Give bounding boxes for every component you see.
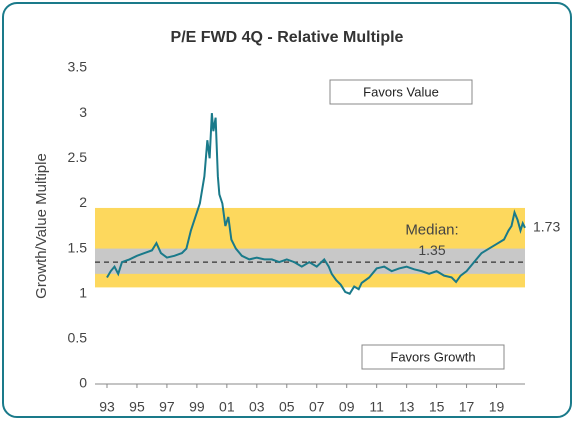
x-tick-label: 11 (369, 399, 384, 415)
chart-title: P/E FWD 4Q - Relative Multiple (171, 29, 404, 46)
y-tick-label: 1 (79, 284, 87, 300)
y-tick-label: 0 (79, 375, 87, 391)
x-tick-label: 09 (339, 399, 355, 415)
end-label: 1.73 (533, 219, 560, 235)
annotation-box (329, 79, 473, 105)
y-tick-label: 3.5 (68, 59, 88, 75)
x-tick-label: 05 (279, 399, 295, 415)
annotation: Favors Growth (390, 349, 475, 364)
x-tick-label: 13 (399, 399, 415, 415)
x-tick-label: 19 (489, 399, 505, 415)
y-tick-label: 2.5 (68, 149, 88, 165)
x-tick-label: 93 (99, 399, 115, 415)
x-tick-label: 15 (429, 399, 445, 415)
y-tick-label: 0.5 (68, 330, 88, 346)
annotation-box (361, 344, 505, 370)
x-tick-label: 97 (159, 399, 175, 415)
band (95, 207, 525, 288)
y-tick-label: 1.5 (68, 239, 88, 255)
y-tick-label: 3 (79, 104, 87, 120)
x-tick-label: 01 (219, 399, 235, 415)
x-tick-label: 95 (129, 399, 145, 415)
y-axis-label: Growth/Value Multiple (33, 153, 50, 299)
annotation: Favors Value (363, 84, 439, 99)
y-tick-label: 2 (79, 194, 87, 210)
band (95, 248, 525, 274)
line (106, 113, 526, 295)
x-tick-label: 03 (249, 399, 265, 415)
x-tick-label: 99 (189, 399, 205, 415)
x-tick-label: 17 (459, 399, 475, 415)
x-tick-label: 07 (309, 399, 325, 415)
median-label: Median: (405, 221, 458, 238)
median-value: 1.35 (418, 242, 445, 258)
